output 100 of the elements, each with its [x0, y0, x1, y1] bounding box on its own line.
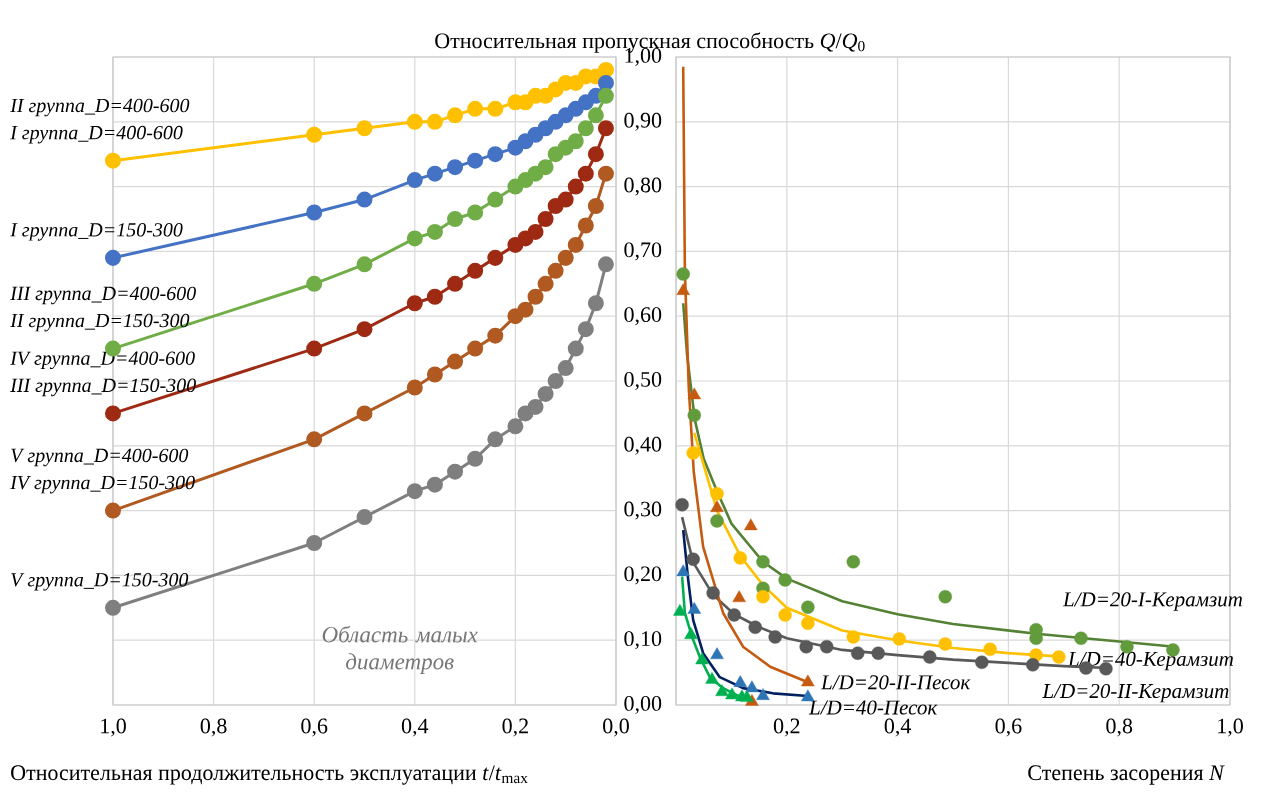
x-tick-label: 0,6 — [995, 718, 1022, 737]
point — [105, 152, 121, 169]
point — [447, 210, 464, 227]
x-tick-label: 0,8 — [1106, 718, 1133, 737]
point — [105, 405, 121, 422]
series-label: L/D=40-Керамзит — [1067, 651, 1234, 671]
point — [406, 295, 423, 312]
point — [467, 152, 484, 169]
point — [1026, 658, 1040, 672]
point — [748, 620, 762, 634]
point — [537, 159, 554, 176]
point — [587, 107, 604, 124]
point — [487, 100, 504, 117]
point — [846, 555, 860, 569]
x-tick-label: 0,6 — [301, 718, 328, 737]
point — [587, 198, 604, 215]
point — [778, 573, 792, 587]
point — [577, 120, 594, 137]
point — [686, 552, 700, 566]
point — [306, 431, 323, 448]
x-tick-label: 0,2 — [502, 718, 528, 737]
point — [801, 616, 815, 631]
x-tick-label: 0,8 — [200, 718, 227, 737]
point — [1074, 631, 1088, 645]
point — [356, 256, 373, 273]
point — [356, 321, 373, 338]
point — [567, 133, 584, 150]
point — [537, 275, 554, 292]
point — [687, 408, 701, 423]
point — [306, 535, 323, 551]
point — [892, 632, 906, 646]
point — [487, 146, 504, 163]
point — [705, 672, 719, 684]
point — [597, 87, 614, 104]
x-tick-label: 0,4 — [401, 718, 429, 737]
point — [756, 590, 770, 604]
point — [306, 204, 323, 221]
point — [487, 191, 504, 208]
point — [733, 675, 747, 687]
point — [426, 165, 443, 182]
series-label: L/D=20-I-Керамзит — [1062, 592, 1243, 611]
point — [778, 608, 792, 622]
y-tick-label: 0,00 — [624, 695, 662, 715]
point — [406, 379, 423, 396]
point — [975, 655, 989, 669]
annotation: IV группа_D=400-600 — [10, 351, 195, 370]
point — [710, 514, 724, 528]
point — [676, 267, 690, 281]
point — [740, 690, 754, 702]
point — [846, 630, 860, 644]
x-axis-title: Относительная продолжительность эксплуатации t/t$_{max}$ — [11, 765, 528, 785]
point — [356, 509, 373, 526]
point — [710, 487, 724, 501]
series-label: III группа_D=150-300 — [10, 378, 196, 397]
point — [105, 249, 121, 266]
point — [406, 483, 423, 500]
point — [356, 191, 373, 208]
point — [744, 518, 758, 531]
point — [467, 204, 484, 221]
x-tick-label: 0,0 — [603, 718, 629, 737]
point — [557, 360, 574, 377]
point — [447, 463, 464, 480]
point — [687, 602, 701, 614]
y-tick-label: 0,20 — [624, 566, 662, 585]
point — [356, 120, 373, 137]
point — [695, 652, 709, 665]
point — [851, 646, 865, 660]
point — [447, 275, 464, 292]
series-label: L/D=40-Песок — [808, 700, 938, 715]
point — [1052, 650, 1066, 664]
point — [597, 74, 614, 91]
point — [406, 113, 423, 130]
x-tick-label: 0,2 — [773, 718, 800, 737]
y-tick-label: 0,10 — [624, 631, 662, 650]
x-tick-label: 0,4 — [884, 718, 912, 737]
point — [567, 236, 584, 253]
point — [710, 500, 724, 512]
point — [938, 590, 952, 604]
y-tick-label: 0,50 — [624, 371, 662, 391]
annotation: II группа_D=400-600 — [10, 98, 190, 117]
y-tick-label: 0,70 — [624, 242, 662, 261]
point — [710, 647, 724, 660]
point — [105, 502, 121, 519]
series-label: I группа_D=400-600 — [10, 125, 183, 144]
point — [105, 599, 121, 616]
point — [801, 674, 815, 687]
x-axis-title: Степень засорения N — [1028, 765, 1225, 785]
point — [467, 450, 484, 467]
point — [756, 688, 770, 700]
point — [577, 165, 594, 182]
annotation: Область малых диаметров — [322, 625, 478, 675]
point — [673, 603, 687, 616]
point — [871, 646, 885, 660]
point — [768, 630, 782, 644]
point — [406, 230, 423, 247]
point — [597, 165, 614, 182]
point — [306, 126, 323, 143]
point — [426, 288, 443, 305]
point — [820, 639, 834, 654]
point — [467, 100, 484, 117]
